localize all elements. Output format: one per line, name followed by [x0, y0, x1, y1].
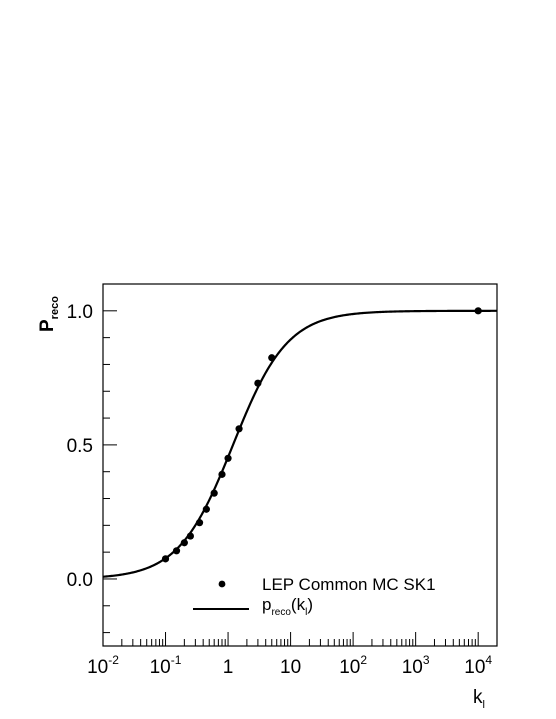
- legend-marker-icon: [218, 580, 226, 588]
- data-point: [202, 505, 210, 513]
- y-tick-label: 1.0: [67, 302, 93, 323]
- marker-layer: [161, 307, 482, 563]
- x-tick-label-base: 1: [223, 657, 234, 678]
- legend-label-data: LEP Common MC SK1: [262, 575, 436, 594]
- data-point: [224, 454, 232, 462]
- x-tick-label-exponent: -1: [171, 653, 182, 667]
- x-tick-label: 10: [280, 657, 301, 678]
- data-point: [161, 555, 170, 563]
- data-point: [474, 307, 482, 315]
- data-point: [235, 425, 243, 433]
- y-axis-title-main: P: [37, 319, 58, 332]
- x-tick-label-exponent: 2: [360, 653, 367, 667]
- legend-label-curve: preco(kl): [262, 595, 313, 618]
- x-axis-title-main: k: [473, 687, 483, 708]
- x-axis-title-sub: l: [483, 699, 485, 711]
- data-point: [268, 354, 276, 362]
- x-tick-label: 10-2: [87, 653, 119, 678]
- y-tick-label: 0.0: [67, 570, 93, 591]
- legend-curve-name-sub: reco: [271, 607, 291, 618]
- data-point: [172, 547, 181, 555]
- x-tick-label: 102: [339, 653, 367, 678]
- plot-frame: [102, 283, 498, 647]
- data-point: [180, 539, 188, 547]
- data-point: [195, 519, 204, 527]
- x-axis-title: kl: [473, 687, 485, 711]
- x-tick-label-exponent: 4: [485, 653, 492, 667]
- x-tick-label-base: 10: [280, 657, 301, 678]
- x-tick-label-base: 10: [464, 657, 485, 678]
- plot-area-border: [102, 283, 498, 647]
- legend-curve-suffix: (k: [291, 595, 306, 614]
- data-point: [210, 489, 218, 497]
- x-tick-label: 104: [464, 653, 492, 678]
- curve-layer: [102, 309, 497, 578]
- x-tick-label-exponent: -2: [108, 653, 119, 667]
- x-tick-label-base: 10: [87, 657, 108, 678]
- x-tick-label-base: 10: [150, 657, 171, 678]
- legend-curve-suffix-sub: l: [305, 607, 307, 618]
- legend-curve-end: ): [307, 595, 313, 614]
- legend: LEP Common MC SK1 preco(kl): [193, 575, 436, 618]
- x-tick-label-base: 10: [339, 657, 360, 678]
- fit-curve-line: [102, 309, 497, 578]
- data-point: [218, 470, 226, 478]
- x-tick-label: 103: [402, 653, 430, 678]
- x-tick-label-exponent: 3: [423, 653, 430, 667]
- x-tick-label: 1: [223, 657, 234, 678]
- tick-layer: [102, 283, 498, 646]
- x-tick-label-base: 10: [402, 657, 423, 678]
- y-tick-label: 0.5: [67, 436, 93, 457]
- data-point: [254, 379, 262, 387]
- legend-curve-name: p: [262, 595, 271, 614]
- data-point: [186, 532, 195, 540]
- x-tick-label: 10-1: [150, 653, 182, 678]
- y-axis-title: Preco: [37, 296, 61, 332]
- y-axis-title-sub: reco: [49, 296, 61, 320]
